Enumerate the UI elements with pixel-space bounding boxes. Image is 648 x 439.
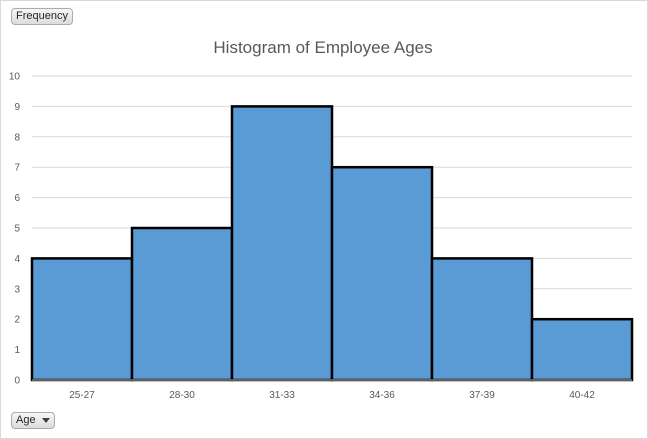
x-tick-label: 25-27 xyxy=(69,390,95,401)
y-tick-label: 10 xyxy=(9,72,21,83)
y-tick-label: 4 xyxy=(14,254,20,265)
dropdown-arrow-icon[interactable] xyxy=(41,417,50,423)
histogram-bar xyxy=(130,226,234,382)
histogram-bar xyxy=(430,257,534,382)
y-tick-label: 5 xyxy=(14,224,20,235)
y-tick-label: 2 xyxy=(14,315,20,326)
y-tick-label: 3 xyxy=(14,284,20,295)
histogram-bar xyxy=(230,105,334,382)
histogram-bar xyxy=(30,257,134,382)
y-tick-label: 7 xyxy=(14,163,20,174)
histogram-bar xyxy=(530,317,634,382)
age-field-button[interactable]: Age xyxy=(11,412,55,429)
x-tick-label: 37-39 xyxy=(469,390,495,401)
frequency-field-button[interactable]: Frequency xyxy=(11,8,73,25)
x-tick-label: 40-42 xyxy=(569,390,595,401)
bars xyxy=(30,105,634,382)
y-tick-label: 1 xyxy=(14,345,20,356)
y-tick-label: 6 xyxy=(14,193,20,204)
frequency-field-label: Frequency xyxy=(16,10,68,22)
x-axis-ticks: 25-27 28-30 31-33 34-36 37-39 40-42 xyxy=(69,390,595,401)
y-axis-ticks: 0 1 2 3 4 5 6 7 8 9 10 xyxy=(9,72,21,387)
x-tick-label: 31-33 xyxy=(269,390,295,401)
chart-title: Histogram of Employee Ages xyxy=(213,38,433,57)
x-tick-label: 28-30 xyxy=(169,390,195,401)
histogram-bar xyxy=(330,165,434,382)
y-tick-label: 0 xyxy=(14,376,20,387)
y-tick-label: 8 xyxy=(14,132,20,143)
age-field-label: Age xyxy=(16,414,36,426)
x-tick-label: 34-36 xyxy=(369,390,395,401)
y-tick-label: 9 xyxy=(14,102,20,113)
